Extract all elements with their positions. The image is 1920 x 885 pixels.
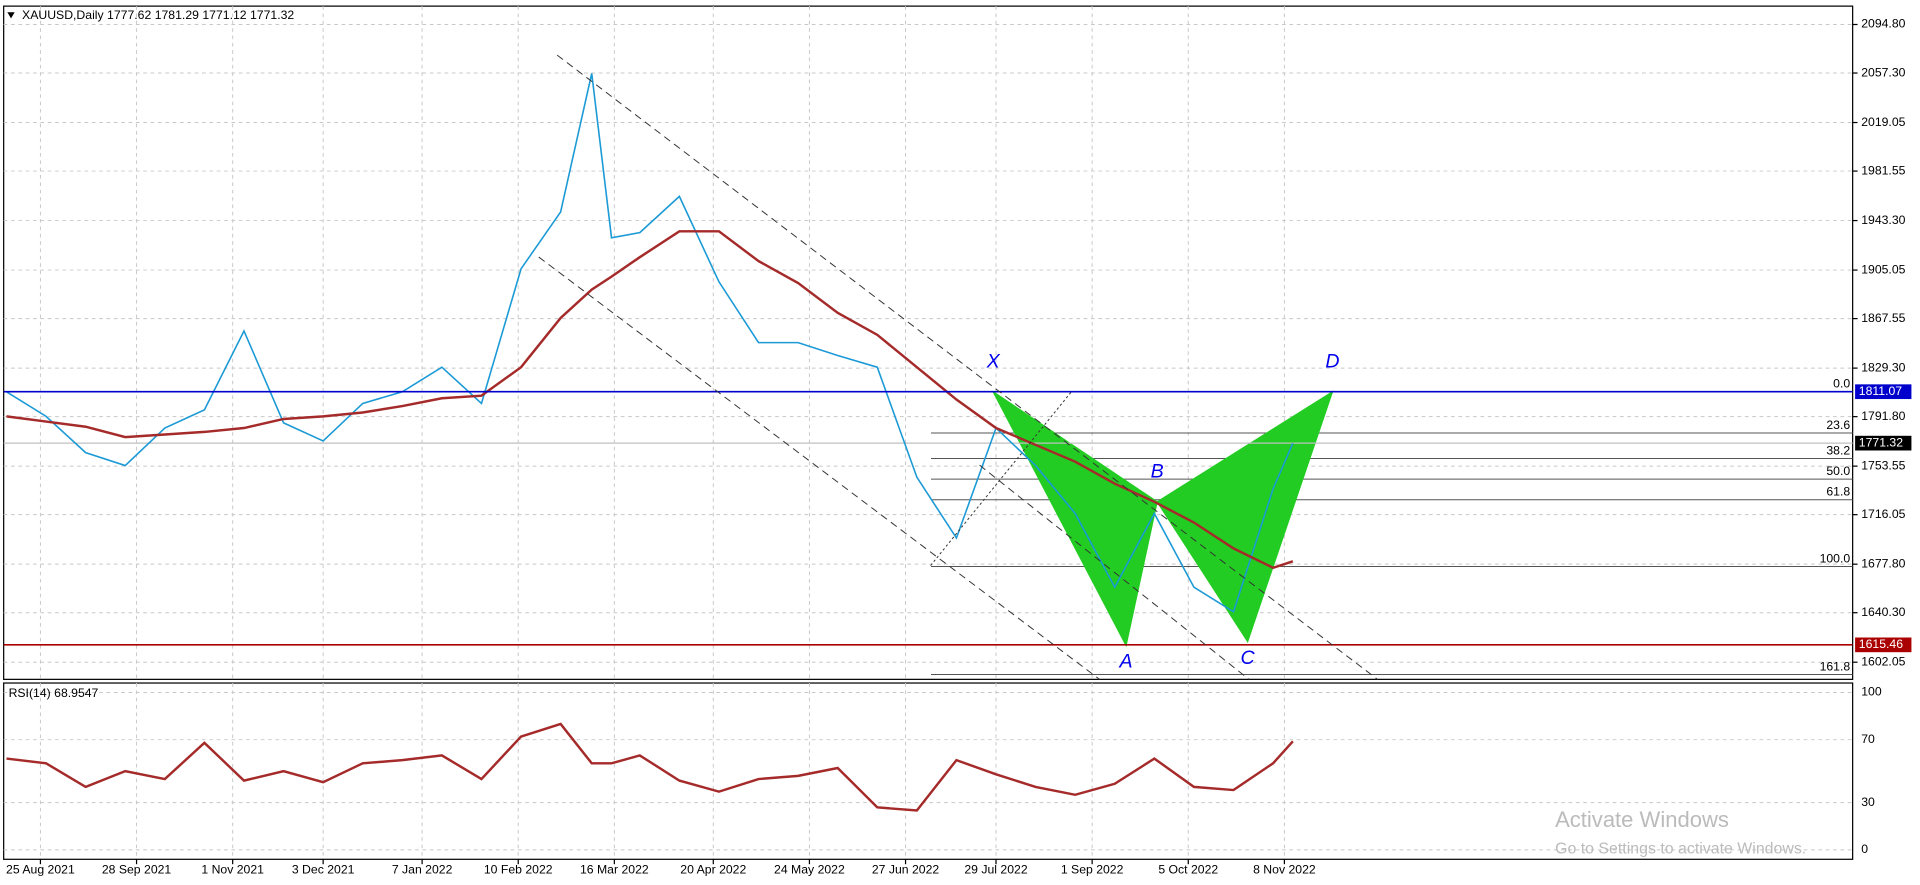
y-tick-label: 1677.80 [1861, 556, 1905, 570]
channel [538, 54, 1378, 680]
x-tick-label: 27 Jun 2022 [872, 863, 940, 877]
x-tick-label: 8 Nov 2022 [1253, 863, 1316, 877]
channel-line [538, 256, 1100, 680]
watermark: Go to Settings to activate Windows. [1555, 841, 1806, 858]
header-field: 1777.62 [107, 8, 151, 22]
fib-label: 61.8 [1826, 485, 1850, 499]
rsi-header: RSI(14) 68.9547 [9, 686, 99, 700]
pattern-label: A [1119, 651, 1133, 673]
y-tick-label: 100 [1861, 685, 1882, 699]
header-field: 1781.29 [155, 8, 199, 22]
price-box-label: 1771.32 [1859, 435, 1903, 449]
price-box [1855, 384, 1912, 400]
price-box [1855, 435, 1912, 451]
x-tick-label: 24 May 2022 [774, 863, 845, 877]
rsi-panel [3, 682, 1854, 860]
fib-label: 50.0 [1826, 464, 1850, 478]
y-tick-label: 1867.55 [1861, 311, 1905, 325]
price-box-label: 1811.07 [1859, 384, 1903, 398]
header: XAUUSD,Daily 1777.62 1781.29 1771.12 177… [22, 8, 294, 22]
header-field: 1771.32 [250, 8, 294, 22]
main-panel [3, 5, 1854, 680]
header-field: 68.9547 [54, 686, 98, 700]
trend-line [930, 391, 1072, 566]
x-tick-label: 28 Sep 2021 [102, 863, 172, 877]
y-tick-label: 1753.55 [1861, 458, 1905, 472]
pattern-label: B [1151, 461, 1164, 483]
fib-label: 161.8 [1820, 659, 1851, 673]
y-tick-label: 2094.80 [1861, 17, 1905, 31]
x-tick-label: 7 Jan 2022 [392, 863, 453, 877]
pattern-triangle [992, 391, 1158, 648]
fib-label: 38.2 [1826, 443, 1850, 457]
header-field: RSI(14) [9, 686, 51, 700]
x-tick-label: 20 Apr 2022 [680, 863, 746, 877]
y-tick-label: 1602.05 [1861, 654, 1905, 668]
header-field: XAUUSD,Daily [22, 8, 104, 22]
menu-arrow[interactable] [7, 12, 15, 19]
watermark: Activate Windows [1555, 807, 1729, 832]
fib-label: 23.6 [1826, 418, 1850, 432]
series-1 [6, 230, 1294, 570]
x-tick-label: 3 Dec 2021 [292, 863, 355, 877]
y-tick-label: 1981.55 [1861, 163, 1905, 177]
x-tick-label: 29 Jul 2022 [964, 863, 1027, 877]
y-tick-label: 2057.30 [1861, 65, 1905, 79]
y-tick-label: 2019.05 [1861, 115, 1905, 129]
x-tick-label: 10 Feb 2022 [484, 863, 553, 877]
x-tick-label: 25 Aug 2021 [6, 863, 75, 877]
fib-label: 100.0 [1820, 551, 1851, 565]
y-tick-label: 1943.30 [1861, 213, 1905, 227]
x-tick-label: 1 Nov 2021 [201, 863, 264, 877]
x-tick-label: 16 Mar 2022 [580, 863, 649, 877]
x-tick-label: 5 Oct 2022 [1158, 863, 1218, 877]
y-tick-label: 1716.05 [1861, 507, 1905, 521]
pattern-label: C [1241, 647, 1256, 669]
fib-label: 0.0 [1833, 377, 1850, 391]
y-tick-label: 0 [1861, 842, 1868, 856]
layer: 2094.80 2057.30 2019.05 1981.55 1943.30 1905.… [3, 6, 1912, 877]
price-box-label: 1615.46 [1859, 637, 1903, 651]
pattern-label: X [986, 351, 1001, 373]
series-0 [6, 73, 1294, 614]
price-box [1855, 637, 1912, 653]
y-tick-label: 70 [1861, 732, 1875, 746]
x-tick-label: 1 Sep 2022 [1061, 863, 1124, 877]
pattern-label: D [1325, 351, 1339, 373]
y-tick-label: 1829.30 [1861, 360, 1905, 374]
channel-line [979, 464, 1250, 680]
header-field: 1771.12 [202, 8, 246, 22]
y-tick-label: 30 [1861, 795, 1875, 809]
y-tick-label: 1791.80 [1861, 409, 1905, 423]
y-tick-label: 1905.05 [1861, 262, 1905, 276]
rsi-line [6, 722, 1294, 812]
channel-line [556, 54, 1378, 680]
y-tick-label: 1640.30 [1861, 605, 1905, 619]
